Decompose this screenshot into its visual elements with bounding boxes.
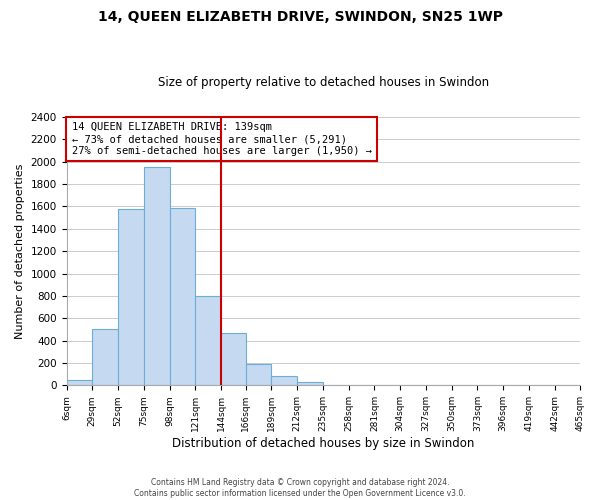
Bar: [118, 208, 144, 386]
Bar: [297, 382, 323, 386]
Text: 14 QUEEN ELIZABETH DRIVE: 139sqm
← 73% of detached houses are smaller (5,291)
27: 14 QUEEN ELIZABETH DRIVE: 139sqm ← 73% o…: [71, 122, 371, 156]
Y-axis label: Number of detached properties: Number of detached properties: [15, 164, 25, 339]
Bar: [196, 296, 221, 386]
Bar: [245, 364, 271, 386]
Text: Contains HM Land Registry data © Crown copyright and database right 2024.
Contai: Contains HM Land Registry data © Crown c…: [134, 478, 466, 498]
X-axis label: Distribution of detached houses by size in Swindon: Distribution of detached houses by size …: [172, 437, 475, 450]
Bar: [67, 380, 92, 386]
Bar: [170, 208, 196, 386]
Title: Size of property relative to detached houses in Swindon: Size of property relative to detached ho…: [158, 76, 489, 90]
Text: 14, QUEEN ELIZABETH DRIVE, SWINDON, SN25 1WP: 14, QUEEN ELIZABETH DRIVE, SWINDON, SN25…: [97, 10, 503, 24]
Bar: [92, 330, 118, 386]
Bar: [221, 333, 245, 386]
Bar: [144, 168, 170, 386]
Bar: [271, 376, 297, 386]
